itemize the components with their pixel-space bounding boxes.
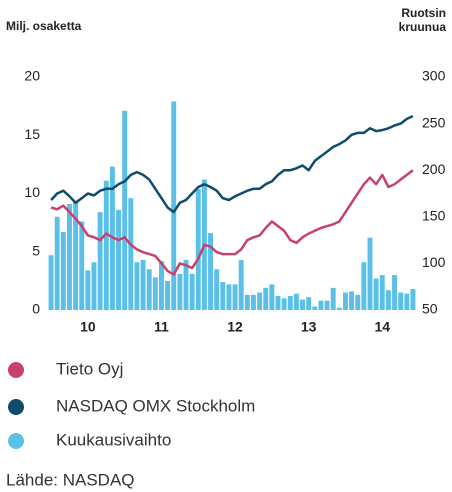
legend-label: Kuukausivaihto [56, 430, 171, 449]
bar [404, 293, 410, 310]
bar [385, 290, 391, 310]
bar [392, 275, 397, 310]
bar [275, 296, 281, 310]
bar [306, 297, 312, 310]
bar [140, 259, 146, 310]
bar [232, 284, 238, 310]
bar [208, 233, 213, 310]
bar [367, 237, 373, 310]
y-tick-label: 0 [32, 301, 40, 317]
source: Lähde: NASDAQ [6, 470, 135, 489]
bar [220, 282, 226, 310]
x-tick-label: 12 [227, 319, 243, 335]
bar [257, 292, 263, 310]
y-tick-label: 15 [24, 126, 40, 142]
y2-tick-label: 150 [422, 208, 446, 224]
bar [134, 262, 140, 310]
legend-marker [8, 433, 24, 449]
bar [189, 273, 195, 310]
x-tick-label: 14 [374, 319, 390, 335]
y2-tick-label: 250 [422, 114, 446, 130]
bar [146, 269, 152, 310]
bar [183, 259, 189, 310]
bar [159, 261, 164, 310]
bar [251, 294, 256, 310]
bar [318, 300, 324, 310]
bar [330, 287, 336, 310]
bar [398, 292, 404, 310]
bar [343, 292, 348, 310]
bar [67, 203, 72, 310]
bar [54, 216, 60, 310]
legend-label: NASDAQ OMX Stockholm [56, 396, 255, 415]
bar [379, 275, 385, 310]
x-tick-label: 11 [154, 319, 169, 335]
y-tick-label: 20 [24, 68, 40, 84]
y2-tick-label: 100 [422, 254, 446, 270]
bar [214, 269, 220, 310]
bar [116, 209, 121, 310]
x-tick-label: 10 [80, 319, 96, 335]
y-tick-label: 5 [32, 242, 40, 258]
line [50, 169, 414, 276]
legend-marker [8, 362, 24, 378]
y2-axis-title: Ruotsin [401, 6, 446, 20]
bar [281, 298, 287, 310]
bar [336, 307, 342, 310]
y2-tick-label: 200 [422, 161, 446, 177]
bar [152, 277, 158, 310]
bar [48, 255, 54, 310]
bar [238, 259, 244, 310]
bar [410, 289, 416, 310]
bar [128, 198, 134, 310]
bar [324, 300, 330, 310]
bar [85, 270, 91, 310]
bar [244, 294, 250, 310]
bar [177, 273, 183, 310]
bar [349, 291, 355, 310]
y-axis-title: Milj. osaketta [6, 19, 82, 33]
line [50, 114, 414, 214]
y2-axis-title: kruunua [399, 20, 447, 34]
bar [361, 262, 367, 310]
y2-tick-label: 300 [422, 68, 446, 84]
bar [195, 188, 201, 310]
bar [312, 306, 318, 310]
bar [300, 299, 305, 310]
bar [79, 221, 85, 310]
bar [171, 101, 177, 310]
bar [122, 110, 128, 310]
x-tick-label: 13 [301, 319, 317, 335]
bar [165, 280, 171, 310]
bar [373, 278, 379, 310]
bar [269, 284, 275, 310]
bar [73, 201, 79, 310]
bar [60, 231, 66, 310]
bar [293, 293, 299, 310]
bar [287, 296, 293, 310]
bar [103, 180, 109, 310]
legend-marker [8, 399, 24, 415]
y-tick-label: 10 [24, 184, 40, 200]
bar [263, 287, 269, 310]
bar [91, 262, 97, 310]
bar [226, 284, 232, 310]
bar [97, 212, 103, 310]
legend-label: Tieto Oyj [56, 359, 123, 378]
y2-tick-label: 50 [422, 301, 438, 317]
bar [355, 294, 361, 310]
